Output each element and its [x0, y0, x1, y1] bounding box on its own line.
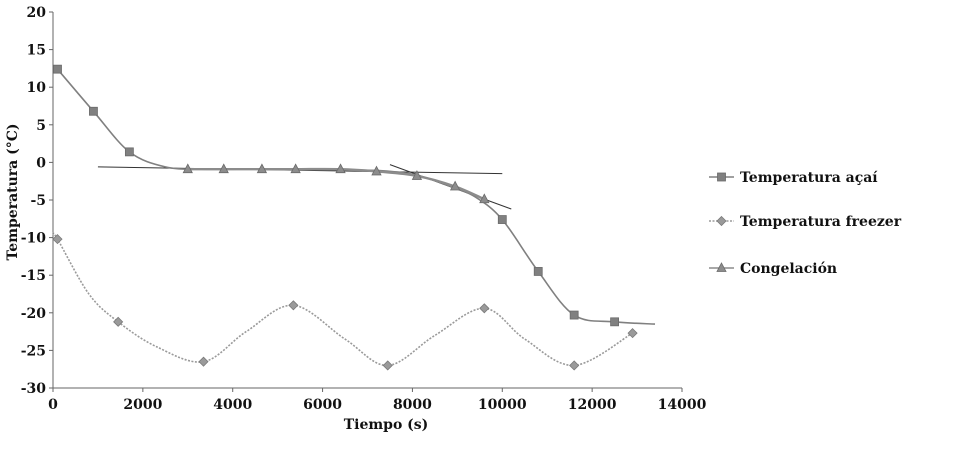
- data-point-congelacion: [371, 165, 382, 176]
- data-point-congelacion: [335, 163, 346, 174]
- y-axis-title: Temperatura (°C): [5, 123, 21, 260]
- data-point-freezer: [479, 303, 490, 314]
- data-point-acai: [53, 64, 62, 74]
- data-point-congelacion: [256, 163, 268, 174]
- data-point-freezer: [627, 328, 638, 339]
- data-point-acai: [124, 147, 134, 157]
- series-lines: [52, 68, 656, 367]
- data-point-freezer: [198, 356, 209, 367]
- data-point-congelacion: [411, 170, 423, 180]
- y-tick-label: -5: [30, 193, 46, 209]
- legend-item-acai: Temperatura açaí: [709, 170, 878, 186]
- y-tick-label: 0: [36, 155, 46, 171]
- data-point-acai: [569, 310, 579, 320]
- data-point-freezer: [113, 316, 124, 327]
- y-axis-ticks: 20 15 10 5 0 -5 -10 -15 -20 -25 -30: [21, 5, 53, 397]
- legend-marker: [716, 215, 727, 227]
- x-axis-title: Tiempo (s): [344, 417, 429, 433]
- data-point-freezer: [382, 360, 393, 371]
- y-tick-label: -25: [21, 343, 46, 359]
- legend-item-congelacion: Congelación: [709, 261, 837, 277]
- data-point-acai: [497, 215, 507, 224]
- legend-item-freezer: Temperatura freezer: [709, 214, 902, 230]
- y-tick-label: 20: [27, 5, 47, 21]
- data-point-congelacion: [182, 163, 193, 174]
- legend: Temperatura açaí Temperatura freezer Conge…: [709, 170, 902, 277]
- y-tick-label: -30: [21, 381, 47, 397]
- axes: [52, 12, 682, 389]
- x-tick-label: 8000: [393, 397, 432, 413]
- y-tick-label: 5: [36, 118, 46, 134]
- data-point-acai: [533, 267, 543, 276]
- legend-marker: [717, 172, 726, 182]
- x-tick-label: 2000: [123, 397, 162, 413]
- x-tick-label: 14000: [658, 397, 707, 413]
- data-point-congelacion: [479, 193, 490, 204]
- data-point-freezer: [569, 360, 580, 371]
- data-point-freezer: [52, 234, 63, 245]
- y-tick-label: -20: [21, 306, 47, 322]
- x-axis-ticks: 0 2000 4000 6000 8000 10000 12000 14000: [48, 388, 707, 413]
- series-line-freezer: [52, 232, 633, 367]
- x-tick-label: 4000: [213, 397, 252, 413]
- data-point-congelacion: [449, 180, 461, 191]
- legend-label: Congelación: [740, 261, 837, 277]
- series-line-congelacion: [187, 167, 485, 201]
- legend-label: Temperatura açaí: [740, 170, 878, 186]
- series-line-acai: [56, 68, 656, 325]
- legend-marker: [716, 262, 727, 272]
- legend-label: Temperatura freezer: [740, 214, 902, 230]
- data-point-congelacion: [290, 163, 301, 174]
- x-tick-label: 12000: [568, 397, 617, 413]
- x-tick-label: 0: [48, 397, 58, 413]
- data-point-congelacion: [218, 163, 229, 174]
- y-tick-label: -15: [21, 268, 46, 284]
- data-point-acai: [610, 317, 620, 327]
- tangent-lines: [97, 164, 512, 210]
- series-markers: [52, 64, 638, 371]
- y-tick-label: 10: [27, 80, 47, 96]
- y-tick-label: 15: [27, 43, 46, 59]
- x-tick-label: 6000: [303, 397, 342, 413]
- data-point-acai: [89, 106, 98, 116]
- x-tick-label: 10000: [478, 397, 527, 413]
- data-point-freezer: [288, 300, 299, 311]
- y-tick-label: -10: [21, 231, 47, 247]
